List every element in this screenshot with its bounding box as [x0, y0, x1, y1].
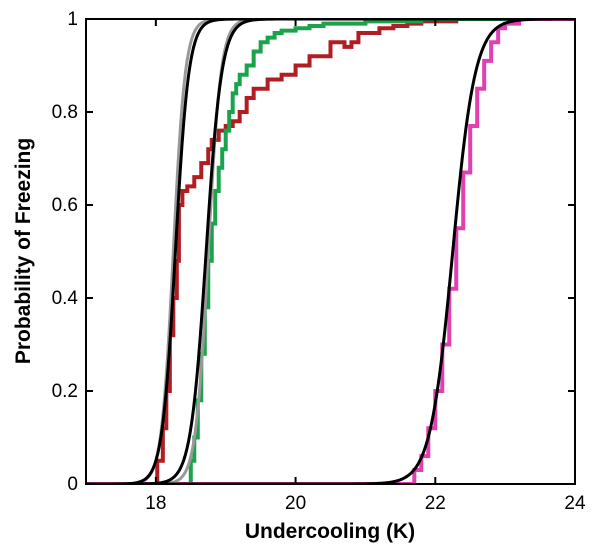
x-axis-ticks: 18 20 22 24: [145, 19, 586, 514]
data-step-series: [86, 19, 575, 484]
fit-curve-series: [86, 19, 575, 484]
x-axis-title: Undercooling (K): [245, 520, 415, 543]
fit-curve-series: [86, 19, 575, 484]
plot-frame: [85, 18, 576, 485]
fit-curve-series: [86, 19, 575, 484]
y-tick-label: 1: [67, 9, 78, 30]
fit-curve-series: [86, 19, 575, 484]
x-tick-label: 18: [145, 493, 166, 514]
x-tick-label: 24: [564, 493, 586, 514]
y-tick-label: 0.6: [52, 195, 78, 216]
y-axis-ticks: 0 0.2 0.4 0.6 0.8 1: [52, 9, 575, 495]
x-tick-label: 20: [285, 493, 306, 514]
y-tick-label: 0.2: [52, 381, 78, 402]
y-tick-label: 0: [67, 474, 78, 495]
data-step-series: [86, 19, 575, 484]
y-tick-label: 0.4: [52, 288, 79, 309]
y-tick-label: 0.8: [52, 102, 78, 123]
series-layer: [86, 19, 575, 484]
fit-curve-series: [86, 19, 575, 484]
data-step-series: [86, 19, 575, 484]
x-tick-label: 22: [425, 493, 446, 514]
y-axis-title: Probability of Freezing: [12, 138, 35, 364]
